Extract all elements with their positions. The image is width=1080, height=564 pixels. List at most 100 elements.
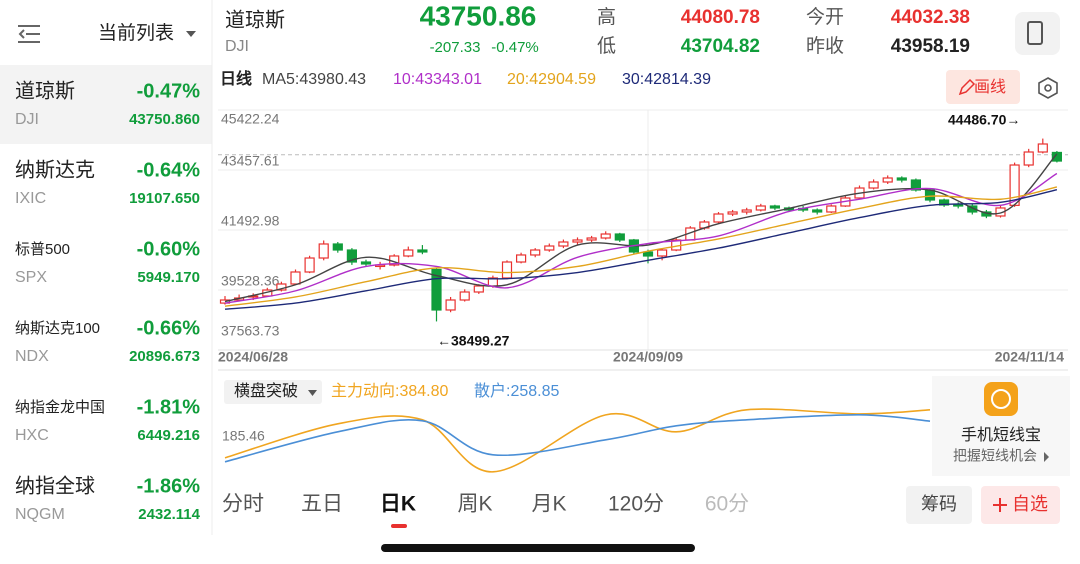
index-code: NQGM [15, 506, 65, 523]
chips-button-label: 筹码 [921, 494, 957, 514]
indicator-selector[interactable] [224, 380, 322, 404]
candle-body [1023, 151, 1034, 166]
candle-body [882, 177, 893, 183]
index-code: HXC [15, 427, 49, 444]
candle-body [967, 205, 978, 213]
plus-icon [993, 498, 1007, 512]
list-row[interactable] [0, 381, 212, 460]
index-price: 6449.216 [137, 427, 200, 444]
ma-legend: MA5:43980.43 [262, 71, 366, 88]
candle-body [910, 179, 922, 191]
candle-body [1051, 151, 1063, 162]
chips-button[interactable] [906, 486, 972, 524]
candle-body [290, 271, 301, 285]
index-change: -0.60% [137, 238, 201, 260]
low-value: 43704.82 [681, 36, 760, 57]
period-tab[interactable]: 60分 [705, 493, 749, 516]
ma-line [224, 186, 1058, 307]
indicator-legend: 主力动向:384.80 [331, 382, 448, 400]
index-name: 道琼斯 [15, 79, 75, 102]
index-price: 43750.860 [129, 111, 200, 128]
period-tab[interactable]: 120分 [608, 493, 664, 516]
device-button[interactable] [1015, 12, 1060, 55]
draw-button-label: 画线 [974, 78, 1006, 96]
index-price: 5949.170 [137, 269, 200, 286]
ma-legend: 30:42814.39 [622, 71, 711, 88]
promo-arrow [1044, 452, 1049, 462]
index-price: 2432.114 [138, 506, 200, 523]
settings-dot [1044, 84, 1052, 92]
candle-body [417, 249, 428, 253]
period-label: 日线 [220, 69, 252, 88]
open-value: 44032.38 [891, 7, 970, 28]
candle-body [530, 249, 541, 256]
x-tick-label: 2024/06/28 [218, 349, 288, 365]
selector-arrow [308, 390, 317, 396]
candle-body [403, 249, 414, 257]
low-label: 低 [597, 35, 616, 57]
price-change: -207.33 [430, 39, 481, 56]
index-name: 纳指全球 [15, 474, 95, 497]
ma-line [224, 188, 1058, 310]
candle-body [473, 285, 484, 293]
period-tab[interactable]: 月K [531, 493, 566, 516]
candle-body [445, 299, 456, 311]
pencil-icon [958, 78, 976, 96]
candle-body [600, 233, 611, 239]
active-tab-underline [391, 524, 407, 528]
period-tab[interactable]: 日K [380, 493, 416, 516]
ma-line [224, 172, 1058, 304]
index-code: NDX [15, 348, 49, 365]
list-row[interactable] [0, 65, 212, 144]
list-row[interactable] [0, 460, 212, 539]
indicator-line [224, 414, 931, 463]
list-row[interactable] [0, 302, 212, 381]
candle-body [431, 268, 442, 311]
stock-name: 道琼斯 [225, 8, 285, 31]
draw-button[interactable] [946, 70, 1020, 104]
device-icon [1027, 21, 1043, 45]
low-annotation: ←38499.27 [437, 333, 510, 349]
stock-code: DJI [225, 38, 249, 55]
high-annotation: 44486.70→ [948, 112, 1020, 128]
watchlist-button[interactable] [981, 486, 1060, 524]
index-code: IXIC [15, 190, 46, 207]
candle-body [572, 239, 583, 243]
candle-body [826, 205, 837, 213]
candle-body [812, 209, 823, 213]
ma-line [224, 153, 1058, 303]
candle-body [459, 291, 470, 301]
candle-body [741, 209, 752, 213]
candle-body [586, 237, 597, 241]
period-tab[interactable]: 五日 [301, 493, 343, 516]
open-label: 今开 [806, 6, 844, 28]
index-price: 20896.673 [129, 348, 200, 365]
y-tick-label: 45422.24 [221, 111, 280, 127]
list-row[interactable] [0, 223, 212, 302]
indicator-selector-label[interactable]: 横盘突破 [234, 381, 298, 400]
y-tick-label: 41492.98 [221, 213, 280, 229]
settings-icon[interactable] [1038, 77, 1058, 99]
index-price: 19107.650 [129, 190, 200, 207]
candle-body [868, 181, 879, 189]
price-change-pct: -0.47% [491, 39, 539, 56]
home-indicator [381, 544, 695, 552]
promo-icon [984, 382, 1018, 416]
index-change: -0.64% [137, 159, 201, 181]
candle-body [544, 245, 555, 251]
period-tab[interactable]: 分时 [222, 493, 264, 516]
y-tick-label: 185.46 [222, 428, 265, 444]
index-name: 标普500 [15, 241, 70, 258]
prev-close-value: 43958.19 [891, 36, 970, 57]
index-change: -1.81% [137, 396, 201, 418]
candle-body [501, 261, 513, 279]
high-label: 高 [597, 6, 616, 28]
candle-body [755, 205, 766, 211]
list-row[interactable] [0, 144, 212, 223]
ma-legend: 20:42904.59 [507, 71, 596, 88]
candle-body [558, 241, 569, 247]
period-tab[interactable]: 周K [457, 493, 492, 516]
index-code: SPX [15, 269, 47, 286]
index-name: 纳指金龙中国 [15, 399, 105, 416]
